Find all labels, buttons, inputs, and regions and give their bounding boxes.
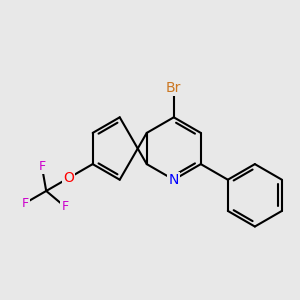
Text: F: F — [61, 200, 68, 213]
Text: F: F — [22, 196, 29, 210]
Text: O: O — [63, 171, 74, 185]
Text: Br: Br — [166, 81, 182, 95]
Text: F: F — [38, 160, 46, 173]
Text: N: N — [169, 173, 179, 187]
